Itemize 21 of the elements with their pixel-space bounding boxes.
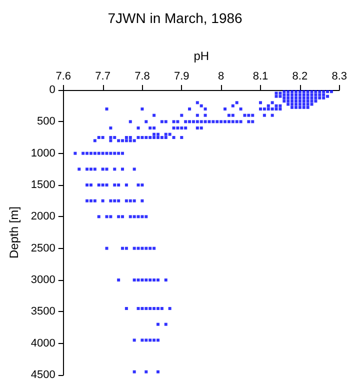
y-axis-title: Depth [m] (7, 206, 21, 259)
y-tick-label: 4500 (30, 369, 56, 381)
y-tick-label: 2000 (30, 210, 56, 223)
chart-title: 7JWN in March, 1986 (108, 10, 243, 26)
x-axis-title: pH (194, 49, 210, 63)
y-tick-label: 500 (37, 116, 56, 128)
y-tick-label: 1000 (30, 147, 56, 160)
x-tick-label: 8.1 (252, 70, 268, 82)
y-tick-label: 0 (49, 84, 56, 96)
x-tick-label: 7.8 (134, 70, 150, 82)
y-tick-label: 2500 (30, 242, 56, 254)
y-tick-label: 4000 (30, 337, 56, 350)
y-tick-label: 1500 (30, 179, 56, 191)
x-tick-label: 7.9 (174, 70, 190, 82)
x-tick-label: 8.2 (292, 70, 308, 82)
x-tick-label: 7.6 (56, 70, 72, 82)
y-tick-label: 3500 (30, 306, 56, 318)
y-tick-label: 3000 (30, 274, 56, 286)
x-tick-label: 7.7 (95, 70, 110, 82)
x-tick-label: 8 (218, 70, 224, 82)
x-tick-label: 8.3 (332, 70, 348, 82)
